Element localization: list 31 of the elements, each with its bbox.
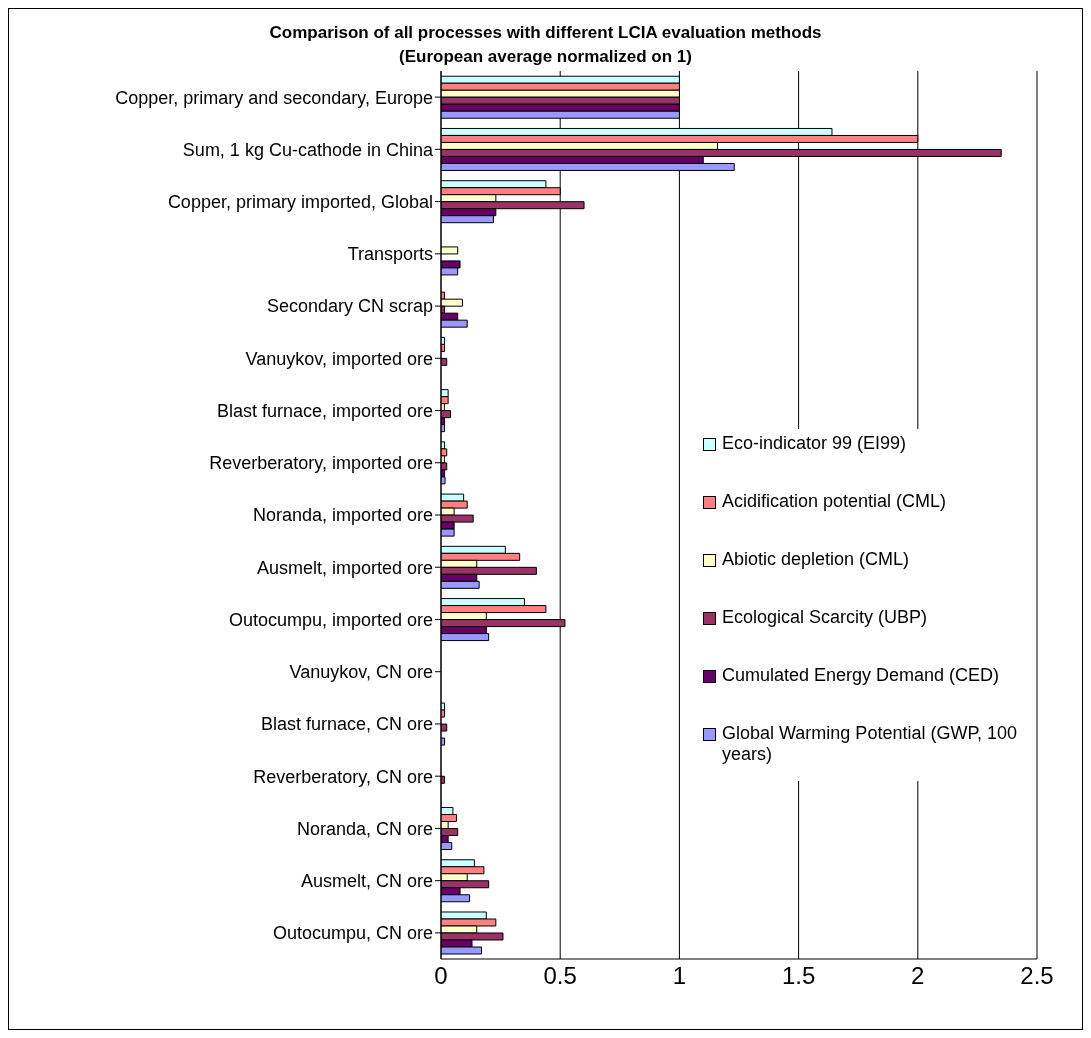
x-tick-label: 2.5 [1020,962,1054,990]
legend-label: Acidification potential (CML) [722,491,947,512]
y-tick-label: Vanuykov, imported ore [245,348,433,369]
x-tick-label: 2 [911,962,925,990]
x-tick-label: 0.5 [543,962,577,990]
y-tick-label: Noranda, CN ore [296,818,433,839]
y-tick-label: Ausmelt, CN ore [300,871,433,892]
y-tick-label: Sum, 1 kg Cu-cathode in China [182,139,434,160]
y-tick-label: Blast furnace, CN ore [260,714,433,735]
y-tick-label: Blast furnace, imported ore [216,400,433,421]
legend-label: Abiotic depletion (CML) [722,549,910,570]
legend-label: Global Warming Potential (GWP, 100 years) [722,723,1019,765]
x-tick-label: 1.5 [781,962,816,990]
y-tick-label: Secondary CN scrap [266,296,433,317]
y-tick-label: Reverberatory, CN ore [253,766,433,787]
y-tick-label: Copper, primary and secondary, Europe [115,87,433,108]
y-tick-label: Copper, primary imported, Global [167,191,433,212]
y-tick-label: Outocumpu, CN ore [272,923,433,944]
chart-subtitle: (European average normalized on 1) [398,46,693,68]
y-tick-label: Noranda, imported ore [252,505,433,526]
chart-title: Comparison of all processes with different LCIA evaluation methods [268,22,823,44]
x-tick-label: 0 [434,962,448,990]
y-tick-label: Ausmelt, imported ore [256,557,433,578]
y-tick-label: Transports [347,244,433,265]
x-tick-label: 1 [672,962,687,990]
legend-label: Eco-indicator 99 (EI99) [722,433,907,454]
legend-label: Ecological Scarcity (UBP) [722,607,928,628]
y-tick-label: Reverberatory, imported ore [209,453,433,474]
legend-label: Cumulated Energy Demand (CED) [722,665,1000,686]
y-tick-label: Outocumpu, imported ore [228,609,433,630]
y-tick-label: Vanuykov, CN ore [289,662,433,683]
